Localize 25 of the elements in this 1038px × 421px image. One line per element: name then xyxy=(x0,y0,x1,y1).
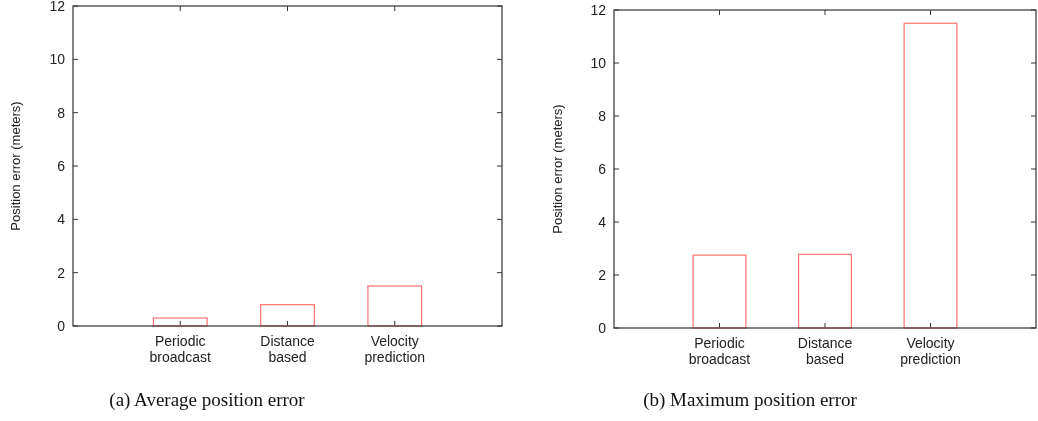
x-tick-label: Periodic broadcast xyxy=(688,335,751,367)
y-tick-label: 4 xyxy=(598,213,607,230)
y-tick-label: 0 xyxy=(598,319,607,336)
y-tick-label: 8 xyxy=(57,104,66,121)
y-tick-label: 6 xyxy=(598,160,607,177)
x-tick-label: Velocity prediction xyxy=(364,333,426,365)
y-tick-label: 10 xyxy=(49,51,66,68)
y-tick-label: 10 xyxy=(590,54,607,71)
y-tick-label: 12 xyxy=(590,1,607,18)
y-tick-label: 12 xyxy=(49,0,66,14)
x-tick-label: Distance based xyxy=(797,335,853,367)
text: (b) Maximum position error xyxy=(643,389,858,411)
y-tick-label: 8 xyxy=(598,107,607,124)
y-tick-label: 2 xyxy=(57,264,66,281)
bar xyxy=(903,22,958,329)
x-tick-label: Periodic broadcast xyxy=(149,333,212,365)
y-axis-title: Position error (meters) xyxy=(8,101,23,231)
y-tick-label: 4 xyxy=(57,211,66,228)
y-axis-title: Position error (meters) xyxy=(550,104,565,234)
x-tick-label: Velocity prediction xyxy=(900,335,961,367)
y-tick-label: 0 xyxy=(57,317,66,334)
y-tick-label: 2 xyxy=(598,266,607,283)
text: (a) Average position error xyxy=(109,389,306,411)
y-tick-label: 6 xyxy=(57,157,66,174)
x-tick-label: Distance based xyxy=(260,333,315,365)
